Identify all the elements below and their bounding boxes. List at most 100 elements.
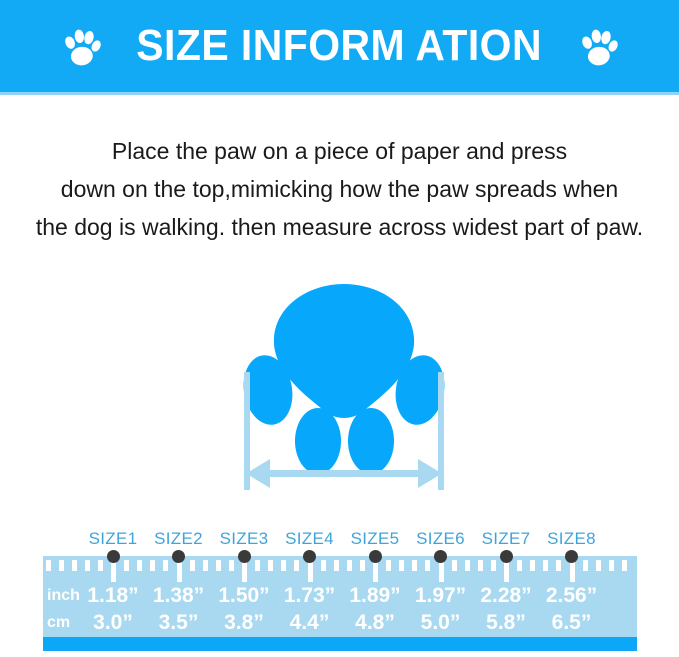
- size-marker-dot-2: [172, 550, 185, 563]
- ruler-tick-minor: [451, 560, 457, 571]
- ruler-tick-minor: [228, 560, 234, 571]
- size-marker-dot-6: [434, 550, 447, 563]
- measure-guide-right: [438, 372, 444, 490]
- ruler-tick-minor: [163, 560, 169, 571]
- size-marker-dot-4: [303, 550, 316, 563]
- paw-toe-outer-right: [395, 355, 445, 425]
- ruler-tick-minor: [71, 560, 77, 571]
- inch-value-5: 1.89”: [349, 584, 401, 607]
- ruler-tick-marks: [43, 556, 637, 582]
- page-title: SIZE INFORM ATION: [136, 21, 543, 70]
- ruler-tick-minor: [608, 560, 614, 571]
- ruler-tick-minor: [582, 560, 588, 571]
- ruler-tick-minor: [595, 560, 601, 571]
- cm-value-4: 4.4”: [289, 611, 330, 634]
- cm-value-2: 3.5”: [158, 611, 199, 634]
- cm-value-7: 5.8”: [486, 611, 526, 634]
- inch-value-4: 1.73”: [283, 584, 336, 607]
- ruler-tick-minor: [84, 560, 90, 571]
- ruler-tick-minor: [333, 560, 339, 571]
- measurement-row-cm: cm 3.0” 3.5” 3.8” 4.4” 4.8” 5.0” 5.8” 6.5”: [43, 609, 637, 636]
- ruler-tick-minor: [490, 560, 496, 571]
- size-label-2: SIZE2: [154, 529, 203, 548]
- inch-value-2: 1.38”: [152, 584, 205, 607]
- ruler-tick-minor: [215, 560, 221, 571]
- ruler-tick-minor: [621, 560, 627, 571]
- header-band: SIZE INFORM ATION: [0, 0, 679, 92]
- measure-arrow: [246, 459, 442, 488]
- size-label-7: SIZE7: [481, 529, 531, 548]
- unit-label-cm: cm: [47, 614, 71, 631]
- ruler-tick-minor: [281, 560, 287, 571]
- measurement-rows: inch 1.18” 1.38” 1.50” 1.73” 1.89” 1.97” 2.28”…: [43, 582, 637, 636]
- ruler-tick-major: [569, 560, 575, 582]
- ruler-tick-minor: [346, 560, 352, 571]
- ruler-tick-minor: [399, 560, 405, 571]
- ruler-tick-minor: [58, 560, 64, 571]
- instruction-line-2: down on the top,mimicking how the paw sp…: [60, 176, 619, 202]
- instruction-line-3: the dog is walking. then measure across …: [35, 214, 644, 240]
- inch-value-8: 2.56”: [545, 584, 598, 607]
- paw-toe-outer-left: [243, 355, 293, 425]
- ruler-tick-minor: [530, 560, 536, 571]
- cm-value-1: 3.0”: [93, 611, 133, 634]
- size-marker-dot-3: [237, 550, 251, 563]
- paw-print-icon: [581, 29, 618, 66]
- size-label-4: SIZE4: [285, 529, 334, 548]
- size-marker-dot-8: [565, 550, 578, 563]
- paw-toe-inner-right: [348, 408, 394, 474]
- ruler-tick-minor: [268, 560, 274, 571]
- ruler-tick-minor: [359, 560, 365, 571]
- ruler-tick-minor: [464, 560, 470, 571]
- paw-print-icon: [65, 29, 102, 66]
- ruler-tick-minor: [320, 560, 326, 571]
- ruler-tick-major: [307, 560, 313, 582]
- ruler-tick-minor: [294, 560, 300, 571]
- ruler-tick-minor: [97, 560, 103, 571]
- ruler-panel: inch 1.18” 1.38” 1.50” 1.73” 1.89” 1.97” 2.28”…: [43, 556, 637, 637]
- inch-value-7: 2.28”: [480, 584, 532, 607]
- size-label-1: SIZE1: [88, 529, 138, 548]
- inch-value-3: 1.50”: [218, 584, 270, 607]
- size-marker-dot-1: [106, 550, 120, 563]
- paw-main-pad: [273, 284, 415, 418]
- ruler-tick-major: [373, 560, 378, 582]
- size-marker-dots: [43, 550, 637, 566]
- ruler-tick-minor: [45, 560, 51, 571]
- size-label-8: SIZE8: [547, 529, 596, 548]
- cm-value-5: 4.8”: [355, 611, 395, 634]
- size-marker-dot-5: [368, 550, 382, 563]
- size-marker-dot-7: [499, 550, 513, 563]
- size-label-6: SIZE6: [416, 529, 465, 548]
- measure-guide-left: [244, 372, 250, 490]
- instruction-text: Place the paw on a piece of paper and pr…: [0, 132, 679, 246]
- ruler-bottom-bar: [43, 637, 637, 651]
- ruler-tick-major: [438, 560, 444, 582]
- size-label-3: SIZE3: [219, 529, 269, 548]
- ruler-tick-minor: [150, 560, 156, 571]
- cm-value-6: 5.0”: [420, 611, 461, 634]
- ruler-tick-minor: [517, 560, 523, 571]
- instruction-line-1: Place the paw on a piece of paper and pr…: [111, 138, 568, 164]
- inch-value-6: 1.97”: [414, 584, 467, 607]
- ruler-tick-minor: [137, 560, 143, 571]
- ruler-tick-minor: [425, 560, 431, 571]
- ruler-tick-minor: [202, 560, 208, 571]
- size-label-5: SIZE5: [350, 529, 400, 548]
- ruler-tick-minor: [386, 560, 392, 571]
- dog-paw-measurement-diagram: [228, 262, 460, 502]
- ruler-tick-minor: [255, 560, 261, 571]
- ruler-tick-minor: [189, 560, 195, 571]
- ruler-tick-minor: [556, 560, 562, 571]
- ruler-tick-major: [504, 560, 509, 582]
- cm-value-8: 6.5”: [551, 611, 592, 634]
- measurement-row-inch: inch 1.18” 1.38” 1.50” 1.73” 1.89” 1.97” 2.28”…: [43, 582, 637, 609]
- header-divider: [0, 92, 679, 95]
- ruler-tick-minor: [477, 560, 483, 571]
- ruler-tick-major: [242, 560, 247, 582]
- size-label-row: SIZE1 SIZE2 SIZE3 SIZE4 SIZE5 SIZE6 SIZE7 SIZE8: [43, 529, 637, 553]
- ruler-tick-minor: [412, 560, 418, 571]
- ruler-tick-major: [176, 560, 182, 582]
- inch-value-1: 1.18”: [87, 584, 139, 607]
- unit-label-inch: inch: [47, 587, 80, 604]
